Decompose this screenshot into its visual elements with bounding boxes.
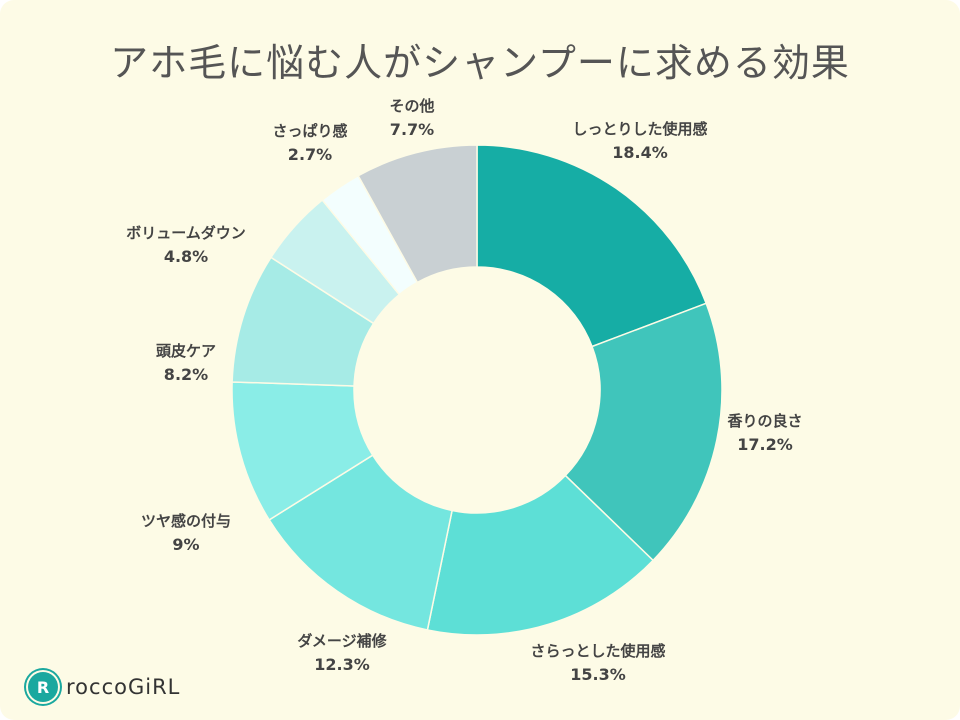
slice-percent: 2.7%	[287, 145, 333, 164]
chart-title: アホ毛に悩む人がシャンプーに求める効果	[110, 41, 850, 85]
slice-label: その他 7.7%	[389, 95, 434, 141]
logo-mark-icon: R	[28, 672, 58, 702]
slice-percent: 4.8%	[163, 247, 209, 266]
slice-percent: 12.3%	[314, 655, 370, 674]
slice-3	[426, 474, 655, 636]
slice-label: しっとりした使用感 18.4%	[572, 118, 707, 164]
slice-category: 香りの良さ	[727, 412, 803, 430]
slice-percent: 17.2%	[737, 435, 793, 454]
slice-4	[268, 454, 453, 631]
slice-category: ボリュームダウン	[126, 224, 246, 242]
slice-label: さらっとした使用感 15.3%	[530, 640, 665, 686]
slice-percent: 15.3%	[570, 665, 626, 684]
slice-1	[476, 144, 708, 348]
slice-label: 香りの良さ 17.2%	[727, 410, 802, 456]
slice-percent: 18.4%	[612, 143, 668, 162]
slice-percent: 8.2%	[163, 365, 209, 384]
slice-category: その他	[389, 97, 435, 115]
slice-category: ツヤ感の付与	[140, 512, 232, 530]
slice-category: さっぱり感	[272, 122, 348, 140]
slice-label: ボリュームダウン 4.8%	[126, 222, 246, 268]
slice-percent: 7.7%	[389, 120, 435, 139]
slice-category: さらっとした使用感	[530, 642, 666, 660]
slice-label: 頭皮ケア 8.2%	[156, 340, 216, 386]
slice-9	[357, 144, 478, 284]
logo-text: roccoGiRL	[66, 675, 181, 699]
slice-label: ツヤ感の付与 9%	[141, 510, 231, 556]
slice-category: ダメージ補修	[297, 632, 387, 650]
slice-label: さっぱり感 2.7%	[272, 120, 347, 166]
slice-category: 頭皮ケア	[155, 342, 217, 360]
slice-percent: 9%	[172, 535, 200, 554]
slice-2	[564, 302, 723, 562]
slice-category: しっとりした使用感	[572, 120, 708, 138]
slice-label: ダメージ補修 12.3%	[297, 630, 386, 676]
roccogirl-logo: R roccoGiRL	[28, 672, 180, 702]
